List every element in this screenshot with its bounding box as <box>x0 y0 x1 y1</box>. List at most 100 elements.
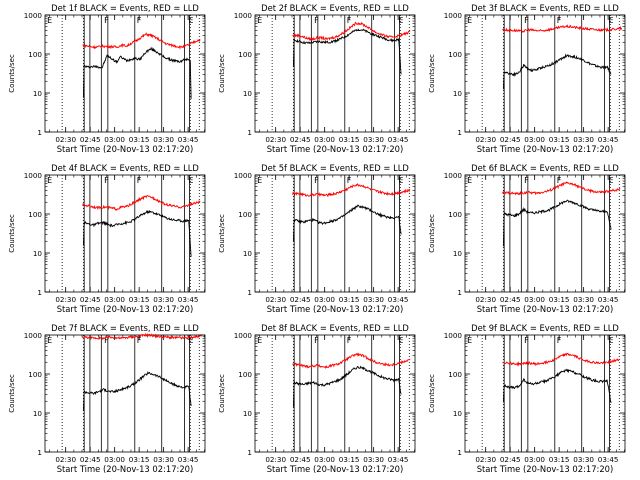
flag-label: E <box>47 336 52 345</box>
flag-label: E <box>188 336 193 345</box>
x-tick-label: 02:45 <box>500 135 521 144</box>
flag-label: F <box>524 176 529 185</box>
chart-title: Det 9f BLACK = Events, RED = LLD <box>471 323 619 333</box>
chart-panel: Det 7f BLACK = Events, RED = LLD Counts/s… <box>8 323 206 474</box>
lld-series-line <box>502 24 623 34</box>
flag-label: F <box>137 176 142 185</box>
x-tick-label: 02:30 <box>265 455 286 464</box>
x-tick-label: 03:15 <box>549 295 570 304</box>
x-tick-label: 02:45 <box>290 295 311 304</box>
x-tick-label: 02:45 <box>290 455 311 464</box>
y-tick-label: 1 <box>457 448 462 457</box>
lld-series-line <box>292 183 411 198</box>
y-axis-label: Counts/sec <box>428 54 436 93</box>
flag-label: E <box>188 16 193 25</box>
flag-label: F <box>104 336 109 345</box>
x-tick-label: 03:15 <box>129 455 150 464</box>
y-axis-label: Counts/sec <box>218 54 226 93</box>
chart-panel: Det 2f BLACK = Events, RED = LLD Counts/s… <box>218 3 416 154</box>
flag-label: F <box>347 176 352 185</box>
events-series-line <box>82 371 192 411</box>
chart-title: Det 6f BLACK = Events, RED = LLD <box>471 163 619 173</box>
events-series-line <box>292 28 402 75</box>
x-tick-label: 02:30 <box>55 135 76 144</box>
x-tick-label: 02:30 <box>265 135 286 144</box>
plot-frame <box>464 174 626 293</box>
y-tick-label: 100 <box>28 370 42 379</box>
flag-label: E <box>257 336 262 345</box>
chart-panel: Det 5f BLACK = Events, RED = LLD Counts/s… <box>218 163 416 314</box>
x-tick-label: 03:45 <box>388 455 409 464</box>
y-tick-label: 100 <box>448 50 462 59</box>
flag-label: E <box>467 336 472 345</box>
plot-frame <box>254 334 416 453</box>
flag-label: E <box>47 16 52 25</box>
y-tick-label: 10 <box>243 409 253 418</box>
y-tick-label: 1000 <box>24 171 43 180</box>
x-tick-label: 03:45 <box>598 295 619 304</box>
x-axis-label: Start Time (20-Nov-13 02:17:20) <box>267 464 404 474</box>
x-axis-label: Start Time (20-Nov-13 02:17:20) <box>477 304 614 314</box>
flag-label: F <box>557 16 562 25</box>
x-tick-label: 03:15 <box>549 455 570 464</box>
x-tick-label: 03:30 <box>573 135 594 144</box>
flag-label: E <box>608 16 613 25</box>
x-tick-label: 03:15 <box>129 135 150 144</box>
x-tick-label: 02:30 <box>475 135 496 144</box>
x-tick-label: 03:30 <box>573 295 594 304</box>
chart-panel: Det 6f BLACK = Events, RED = LLD Counts/s… <box>428 163 626 314</box>
lld-series-line <box>82 195 201 211</box>
y-tick-label: 10 <box>453 89 463 98</box>
y-tick-label: 1 <box>457 128 462 137</box>
x-axis-label: Start Time (20-Nov-13 02:17:20) <box>57 464 194 474</box>
y-tick-label: 1 <box>37 128 42 137</box>
x-tick-label: 03:00 <box>314 455 335 464</box>
x-tick-label: 03:45 <box>178 295 199 304</box>
y-axis-label: Counts/sec <box>8 374 16 413</box>
y-tick-label: 1000 <box>234 171 253 180</box>
events-series-line <box>82 46 192 100</box>
x-axis-label: Start Time (20-Nov-13 02:17:20) <box>57 304 194 314</box>
lld-series-line <box>82 332 202 340</box>
flag-label: F <box>314 16 319 25</box>
plot-frame <box>254 14 416 133</box>
x-tick-label: 03:15 <box>339 135 360 144</box>
flag-label: E <box>608 176 613 185</box>
x-tick-label: 03:30 <box>153 295 174 304</box>
x-tick-label: 03:45 <box>388 135 409 144</box>
chart-title: Det 5f BLACK = Events, RED = LLD <box>261 163 409 173</box>
y-tick-label: 1000 <box>444 11 463 20</box>
flag-label: E <box>257 176 262 185</box>
x-tick-label: 03:30 <box>153 135 174 144</box>
flag-label: E <box>398 16 403 25</box>
events-series-line <box>502 199 612 247</box>
flag-label: E <box>398 336 403 345</box>
x-tick-label: 03:45 <box>178 455 199 464</box>
chart-title: Det 7f BLACK = Events, RED = LLD <box>51 323 199 333</box>
flag-label: F <box>524 16 529 25</box>
flag-label: F <box>137 16 142 25</box>
x-axis-label: Start Time (20-Nov-13 02:17:20) <box>267 304 404 314</box>
x-tick-label: 02:45 <box>500 295 521 304</box>
x-tick-label: 03:15 <box>129 295 150 304</box>
events-series-line <box>502 368 612 404</box>
chart-title: Det 4f BLACK = Events, RED = LLD <box>51 163 199 173</box>
x-tick-label: 03:30 <box>363 295 384 304</box>
x-axis-label: Start Time (20-Nov-13 02:17:20) <box>477 464 614 474</box>
y-axis-label: Counts/sec <box>8 54 16 93</box>
chart-panel: Det 4f BLACK = Events, RED = LLD Counts/s… <box>8 163 206 314</box>
y-tick-label: 100 <box>238 50 252 59</box>
x-tick-label: 03:00 <box>104 455 125 464</box>
y-tick-label: 100 <box>28 210 42 219</box>
lld-series-line <box>502 352 621 367</box>
chart-panel: Det 9f BLACK = Events, RED = LLD Counts/s… <box>428 323 626 474</box>
x-axis-label: Start Time (20-Nov-13 02:17:20) <box>477 144 614 154</box>
flag-label: F <box>347 16 352 25</box>
y-tick-label: 10 <box>453 409 463 418</box>
y-tick-label: 1 <box>247 128 252 137</box>
y-tick-label: 1 <box>247 448 252 457</box>
x-tick-label: 02:30 <box>265 295 286 304</box>
plot-frame <box>44 14 206 133</box>
y-tick-label: 10 <box>243 89 253 98</box>
x-tick-label: 03:00 <box>314 135 335 144</box>
